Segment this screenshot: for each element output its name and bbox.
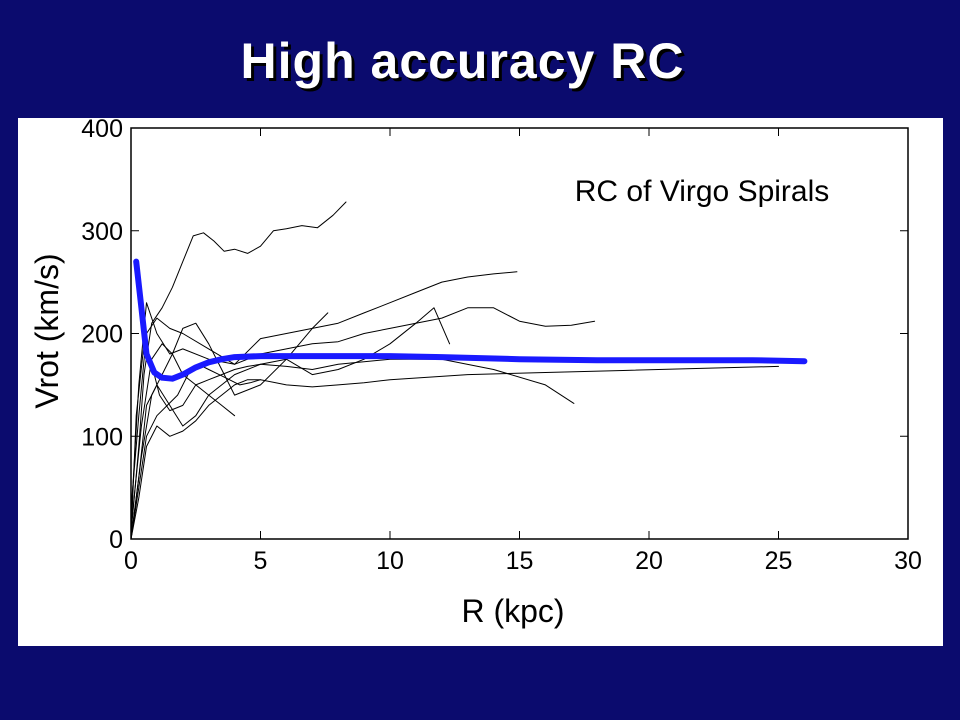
y-axis-label: Vrot (km/s)	[29, 253, 65, 408]
galaxy-rotation-curve-4	[130, 343, 575, 530]
x-tick-label-25: 25	[765, 547, 793, 575]
x-tick-label-30: 30	[894, 547, 922, 575]
x-tick-label-15: 15	[506, 547, 534, 575]
y-tick-label-400: 400	[81, 118, 123, 143]
galaxy-rotation-curve-6	[130, 365, 779, 540]
y-tick-label-200: 200	[81, 321, 123, 349]
y-tick-label-100: 100	[81, 423, 123, 451]
series-layer	[130, 201, 808, 540]
slide-title: High accuracy RC	[240, 33, 685, 89]
x-tick-label-5: 5	[254, 547, 268, 575]
galaxy-rotation-curve-2	[130, 271, 518, 519]
x-axis-label: R (kpc)	[461, 593, 564, 629]
y-tick-label-0: 0	[109, 526, 123, 554]
galaxy-rotation-curve-3	[130, 307, 596, 509]
galaxy-rotation-curve-9	[130, 343, 236, 540]
x-tick-label-10: 10	[376, 547, 404, 575]
chart-figure: 0 5 10 15 20 25 30 0 100 200 300 400 RC of Virgo Sp…	[18, 118, 943, 646]
galaxy-rotation-curve-8	[130, 363, 261, 540]
mean-rotation-curve	[133, 258, 808, 382]
x-tick-label-0: 0	[124, 547, 138, 575]
chart-title: RC of Virgo Spirals	[575, 175, 830, 208]
x-tick-label-20: 20	[635, 547, 663, 575]
galaxy-rotation-curve-5	[130, 307, 451, 540]
y-tick-label-300: 300	[81, 218, 123, 246]
galaxy-rotation-curve-1	[130, 201, 347, 535]
